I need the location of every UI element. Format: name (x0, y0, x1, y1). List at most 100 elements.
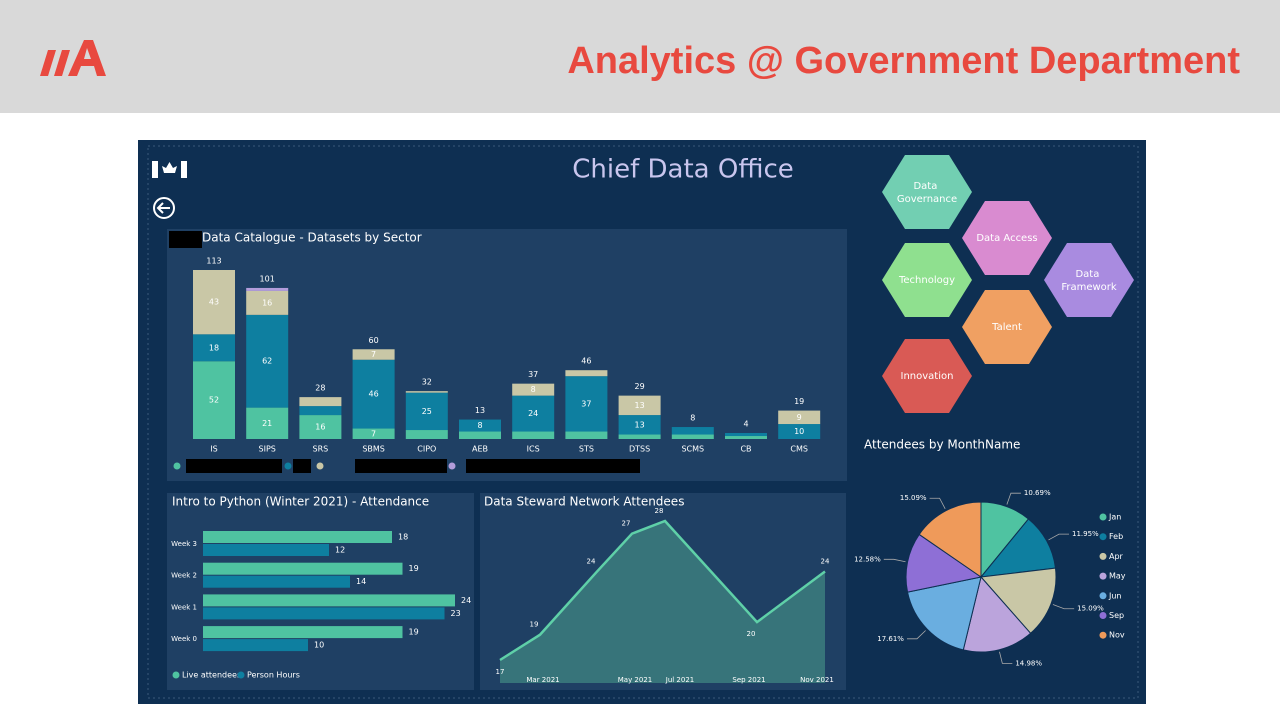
hexagon-label: Innovation (901, 371, 954, 382)
total-label: 4 (743, 420, 748, 429)
bar (203, 544, 329, 556)
bar (203, 531, 392, 543)
y-tick-label: Week 1 (171, 603, 197, 611)
slice-label: 15.09% (900, 494, 927, 502)
x-tick-label: AEB (472, 445, 488, 454)
header-title: Analytics @ Government Department (567, 40, 1240, 82)
x-tick-label: May 2021 (618, 676, 653, 684)
label-line: Data (913, 181, 940, 192)
legend-dot (1099, 533, 1107, 541)
legend-label: Jan (1108, 513, 1121, 522)
total-label: 101 (260, 274, 275, 283)
bar-segment (246, 290, 289, 315)
x-tick-label: Nov 2021 (800, 676, 834, 684)
y-tick-label: Week 2 (171, 572, 197, 580)
legend-label: Nov (1109, 631, 1125, 640)
x-tick-label: CMS (790, 445, 808, 454)
slice-label: 11.95% (1072, 530, 1099, 538)
back-button[interactable] (153, 197, 175, 219)
label-line: Data (1075, 269, 1102, 280)
x-tick-label: Sep 2021 (732, 676, 765, 684)
bar-segment (778, 424, 821, 439)
x-tick-label: CB (740, 445, 751, 454)
bar-segment (671, 434, 714, 439)
area-fill (500, 521, 825, 683)
legend-label: Sep (1109, 611, 1124, 620)
bar-segment (565, 370, 608, 377)
bar-segment (565, 431, 608, 439)
bar-segment (405, 430, 448, 439)
bar-segment (246, 314, 289, 408)
x-tick-label: SBMS (362, 445, 385, 454)
bar-segment (725, 436, 767, 439)
hexagon-label: Data Access (976, 233, 1037, 244)
segment-label: 13 (635, 401, 645, 410)
leader-line (929, 497, 946, 510)
leader-line (1048, 533, 1070, 541)
bar-segment (618, 395, 661, 416)
segment-label: 7 (371, 350, 376, 359)
value-label: 18 (398, 533, 408, 542)
hexagon (882, 155, 972, 229)
pie-slice (979, 567, 1057, 634)
value-label: 12 (335, 546, 345, 555)
pie-slice (906, 576, 982, 651)
chart-title: Attendees by MonthName (864, 438, 1020, 452)
chart-title: Data Catalogue - Datasets by Sector (202, 231, 422, 245)
value-label: 14 (356, 577, 366, 586)
segment-label: 13 (635, 420, 645, 429)
legend-dot (1099, 552, 1107, 560)
bar-segment (565, 376, 608, 432)
segment-label: 25 (422, 407, 432, 416)
bar-segment (352, 359, 395, 429)
legend-dot (237, 671, 245, 679)
x-tick-label: DTSS (629, 445, 650, 454)
segment-label: 21 (262, 419, 272, 428)
segment-label: 37 (581, 399, 591, 408)
chart-title: Intro to Python (Winter 2021) - Attendan… (172, 495, 429, 509)
segment-label: 46 (369, 390, 379, 399)
dashboard-title: Chief Data Office (572, 155, 794, 185)
bar-segment (299, 406, 342, 416)
segment-label: 16 (262, 298, 272, 307)
bar (203, 639, 308, 652)
label-line: Framework (1061, 282, 1117, 293)
y-tick-label: Week 3 (171, 540, 197, 548)
bar (203, 607, 445, 620)
x-tick-label: Mar 2021 (526, 676, 559, 684)
leader-line (999, 651, 1013, 664)
bar-segment (246, 407, 289, 439)
value-label: 28 (655, 507, 664, 515)
segment-label: 16 (315, 423, 325, 432)
leader-line (1006, 492, 1021, 505)
bar-segment (778, 410, 821, 425)
total-label: 19 (794, 397, 804, 406)
bar-segment (246, 287, 289, 291)
hexagon-label: Talent (991, 322, 1022, 333)
segment-label: 8 (477, 421, 482, 430)
legend-dot (1099, 612, 1107, 619)
segment-label: 9 (797, 413, 802, 422)
hexagon-label: Technology (898, 275, 955, 286)
value-label: 23 (451, 609, 461, 618)
legend-label: Jun (1108, 591, 1122, 600)
value-label: 20 (747, 630, 756, 638)
value-label: 27 (622, 520, 631, 528)
segment-label: 43 (209, 298, 219, 307)
legend-dot (1099, 631, 1107, 639)
hexagon (882, 243, 972, 317)
total-label: 13 (475, 406, 485, 415)
segment-label: 24 (528, 409, 538, 418)
bar-segment (512, 383, 555, 396)
value-label: 24 (461, 596, 471, 605)
redaction (169, 231, 202, 248)
total-label: 32 (422, 378, 432, 387)
segment-label: 8 (531, 385, 536, 394)
slice-label: 10.69% (1024, 489, 1051, 497)
line (499, 519, 826, 662)
x-tick-label: SCMS (681, 445, 704, 454)
slice-label: 14.98% (1015, 659, 1042, 667)
segment-label: 18 (209, 343, 219, 352)
dashboard-frame (147, 145, 1139, 699)
